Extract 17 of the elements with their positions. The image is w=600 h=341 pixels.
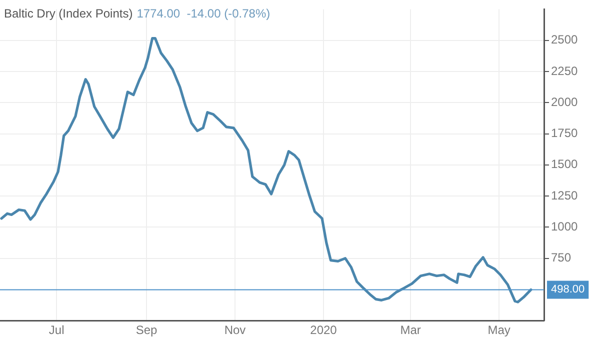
x-tick-label: Mar [400,323,421,338]
x-tick-label: Jul [48,323,64,338]
x-tick-label: 2020 [310,323,338,338]
chart-title: Baltic Dry (Index Points) [4,6,133,20]
y-tick-label: 1750 [551,126,578,140]
y-tick-label: 1250 [551,188,578,202]
x-tick-label: Sep [136,323,158,338]
y-tick-label: 2250 [551,64,578,78]
y-tick-label: 750 [551,250,572,265]
x-tick-label: Nov [224,323,246,338]
y-tick-label: 1000 [551,219,578,234]
y-tick-label: 2000 [551,94,578,109]
y-tick-label: 1500 [551,157,578,172]
ref-line-label: 498.00 [551,284,585,296]
y-tick-label: 2500 [551,32,578,47]
chart-subtitle: 1774.00 -14.00 (-0.78%) [136,6,270,20]
x-tick-label: May [488,323,510,338]
